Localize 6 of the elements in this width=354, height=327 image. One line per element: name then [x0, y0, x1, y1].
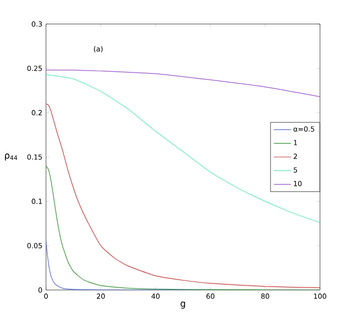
y-axis-title: ρ$_{44}$ [4, 154, 18, 160]
x-axis-title: g [180, 302, 186, 309]
line-series [46, 166, 320, 290]
line-series [46, 70, 320, 98]
line-series [46, 103, 320, 288]
line-series [46, 74, 320, 223]
